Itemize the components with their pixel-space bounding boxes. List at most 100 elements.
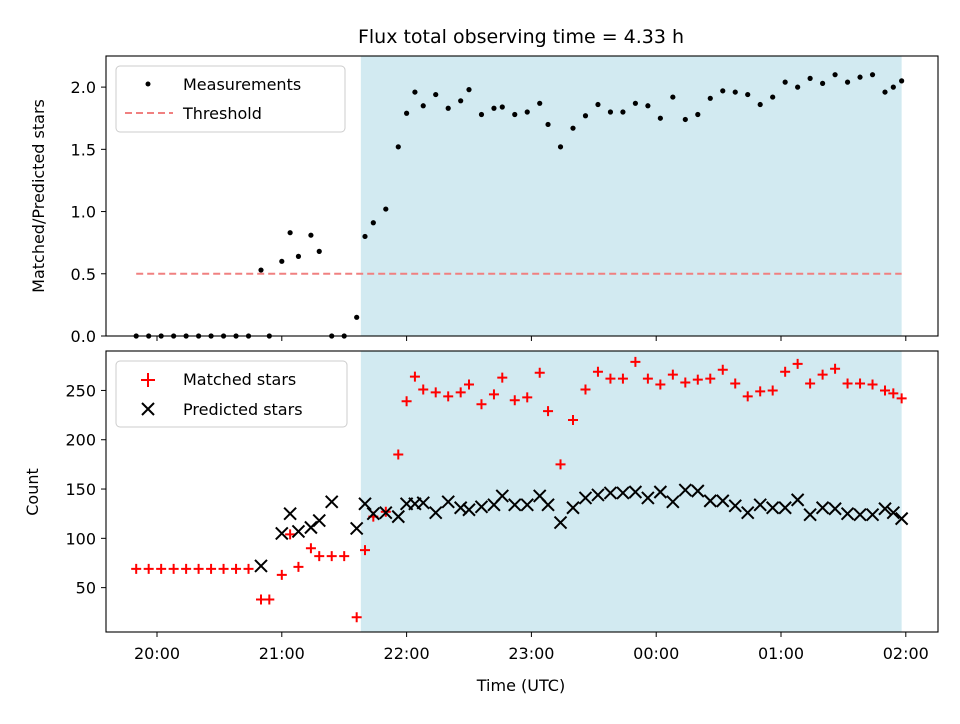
measurement-point	[258, 267, 264, 273]
bottom-x-ticks: 20:00 21:00 22:00 23:00 00:00 01:00 02:00	[134, 632, 929, 663]
matched-stars-point	[817, 369, 828, 380]
predicted-stars-point	[591, 488, 605, 502]
matched-stars-point	[896, 393, 907, 404]
matched-stars-point	[360, 545, 370, 556]
bottom-y-tick-label: 100	[65, 529, 96, 548]
measurement-point	[807, 75, 813, 81]
matched-stars-point	[206, 563, 217, 574]
predicted-stars-point	[865, 507, 880, 522]
matched-stars-point	[692, 374, 703, 385]
top-chart-title: Flux total observing time = 4.33 h	[358, 26, 684, 48]
matched-stars-point	[755, 386, 766, 397]
bottom-y-tick-label: 150	[65, 480, 96, 499]
measurement-point	[420, 103, 426, 109]
x-axis-label: Time (UTC)	[476, 676, 565, 695]
predicted-stars-point	[566, 501, 580, 515]
measurement-point	[682, 116, 688, 123]
predicted-stars-point	[691, 484, 705, 498]
top-legend-box	[115, 65, 346, 133]
predicted-stars-point	[741, 505, 755, 520]
top-panel: Flux total observing time = 4.33 h 0.00.…	[29, 26, 939, 346]
measurement-point	[383, 206, 389, 212]
measurement-point	[445, 105, 451, 111]
matched-stars-point	[285, 529, 296, 540]
matched-stars-point	[780, 366, 791, 377]
measurement-point	[491, 105, 497, 111]
top-y-ticks: 0.0 0.5 1.0 1.5 2.0	[71, 78, 106, 346]
measurement-point	[524, 109, 530, 115]
predicted-stars-point	[391, 509, 405, 524]
predicted-stars-point	[716, 494, 730, 508]
matched-stars-point	[730, 378, 741, 389]
top-legend-label-threshold: Threshold	[182, 104, 262, 123]
predicted-stars-point	[628, 485, 643, 499]
measurement-point	[732, 89, 738, 95]
matched-stars-point	[792, 358, 803, 369]
matched-stars-point	[351, 612, 362, 623]
measurement-point	[557, 144, 564, 150]
predicted-stars-point	[765, 501, 780, 515]
top-legend-label-measurements: Measurements	[183, 75, 301, 94]
predicted-stars-point	[894, 511, 909, 526]
measurement-point	[745, 91, 751, 98]
predicted-stars-point	[474, 500, 489, 514]
measurement-point	[412, 89, 418, 95]
bottom-axes-frame	[105, 350, 939, 633]
predicted-stars-point	[803, 507, 817, 522]
measurement-point	[899, 78, 905, 84]
matched-stars-point	[314, 551, 325, 562]
bottom-y-ticks: 50 100 150 200 250	[65, 381, 106, 598]
matched-stars-point	[243, 563, 254, 574]
predicted-stars-point	[603, 486, 618, 500]
predicted-stars-point	[254, 559, 268, 573]
measurement-point	[478, 111, 485, 118]
predicted-stars-point	[828, 502, 842, 516]
top-legend-marker-measurements	[145, 81, 151, 87]
measurement-point	[645, 103, 651, 109]
bottom-legend: Matched stars Predicted stars	[115, 360, 348, 428]
measurement-point	[308, 232, 314, 238]
predicted-stars-point	[453, 501, 468, 515]
top-marks	[133, 72, 905, 339]
matched-stars-point	[830, 363, 841, 374]
matched-stars-point	[418, 384, 429, 395]
matched-stars-point	[522, 392, 533, 403]
matched-stars-point	[534, 367, 545, 378]
bottom-legend-label-predicted: Predicted stars	[183, 400, 303, 419]
predicted-stars-point	[349, 521, 364, 536]
measurement-point	[707, 95, 713, 101]
top-y-tick-label: 1.0	[71, 203, 96, 222]
bottom-panel: 50 100 150 200 250 20:00 21:00 22:00 23:00 00:00…	[23, 350, 939, 695]
x-tick-label: 21:00	[259, 644, 305, 663]
bottom-y-axis-label: Count	[23, 468, 42, 516]
measurement-point	[720, 88, 726, 94]
matched-stars-point	[509, 395, 520, 406]
bottom-highlight-band	[360, 351, 902, 632]
predicted-stars-point	[886, 505, 901, 520]
bottom-marks	[131, 356, 909, 623]
matched-stars-point	[143, 563, 154, 574]
bottom-y-tick-label: 200	[65, 431, 96, 450]
matched-stars-point	[767, 385, 778, 396]
matched-stars-point	[339, 551, 350, 562]
predicted-stars-point	[815, 501, 830, 515]
predicted-stars-point	[441, 495, 455, 509]
matched-stars-point	[655, 379, 666, 390]
matched-stars-point	[742, 391, 753, 402]
predicted-stars-point	[520, 498, 534, 512]
predicted-stars-point	[678, 483, 693, 497]
matched-stars-point	[305, 543, 316, 554]
top-legend: Measurements Threshold	[115, 65, 346, 133]
bottom-y-tick-label: 250	[65, 381, 96, 400]
matched-stars-point	[568, 415, 578, 426]
top-axes-frame	[105, 55, 939, 337]
predicted-stars-point	[778, 501, 792, 515]
matched-stars-point	[842, 378, 853, 389]
predicted-stars-point	[325, 495, 339, 509]
matched-stars-point	[617, 373, 628, 384]
measurement-point	[279, 258, 285, 264]
measurement-point	[607, 109, 614, 115]
predicted-stars-point	[283, 506, 297, 521]
matched-stars-point	[867, 379, 878, 390]
matched-stars-point	[488, 389, 499, 400]
